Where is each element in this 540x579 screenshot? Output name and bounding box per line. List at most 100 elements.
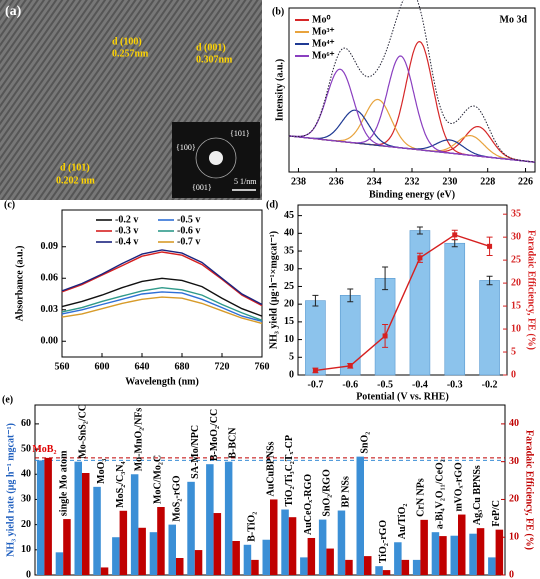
series-line	[61, 296, 263, 325]
x-tick-label: 234	[367, 176, 382, 187]
y-tick-label: 30	[511, 231, 521, 242]
legend-label: Mo⁴⁺	[312, 38, 335, 49]
y-tick-label: 25	[511, 254, 521, 265]
bar	[168, 524, 176, 575]
saed-spot	[209, 151, 223, 165]
legend-label: -0.4 v	[115, 236, 138, 247]
error-bar	[312, 294, 319, 307]
axis-label: Binding energy (eV)	[369, 189, 455, 200]
bar	[439, 536, 447, 575]
x-tick-label: 640	[135, 361, 150, 372]
series-line	[61, 291, 263, 322]
annotation: d (100)	[112, 36, 142, 47]
bar	[318, 519, 327, 575]
bar	[476, 528, 485, 575]
bar	[100, 567, 109, 575]
peak	[288, 109, 536, 163]
category-label: AuCuBPNSs	[265, 441, 276, 496]
bar	[458, 514, 466, 575]
x-tick-label: 226	[518, 176, 533, 187]
x-tick-label: -0.2	[482, 379, 498, 390]
axis-label: Faradaic Efficiency, FE (%)	[524, 430, 535, 550]
y-tick-label: 20	[509, 494, 519, 505]
bar	[495, 529, 504, 575]
y-tick-label: 20	[21, 519, 31, 530]
category-label: B-TiO₂	[246, 512, 257, 542]
fe-marker	[382, 333, 388, 339]
bar	[345, 559, 353, 575]
inset-label: {001}	[192, 183, 212, 192]
bar	[431, 532, 440, 575]
y-tick-label: 15	[284, 316, 294, 327]
category-label: MoS₂/C₃N₄	[115, 462, 126, 508]
fit-envelope	[288, 0, 536, 163]
bar	[356, 456, 364, 575]
category-label: a-Bi₄V₂O₁₁/CeO₂	[434, 459, 445, 529]
y-tick-label: 0	[26, 569, 31, 579]
axis-label: Faradaic Efficiency, FE (%)	[526, 230, 537, 350]
bar	[187, 481, 195, 575]
bar	[450, 535, 458, 575]
x-tick-label: 600	[95, 361, 110, 372]
category-label: Mo-MnO₂/NFs	[134, 408, 145, 472]
bar	[119, 510, 128, 575]
category-label: SnO₂	[359, 432, 370, 454]
bar	[82, 473, 90, 575]
category-label: BP NSs	[340, 476, 351, 508]
series-line	[61, 251, 263, 307]
fe-marker	[452, 232, 458, 238]
axis-label: Wavelength (nm)	[125, 376, 199, 387]
x-tick-label: 238	[291, 176, 306, 187]
bar	[74, 461, 82, 575]
y-tick-label: 20	[284, 298, 294, 309]
bar	[206, 464, 214, 575]
y-tick-label: 25	[284, 281, 294, 292]
y-tick-label: 60	[21, 418, 31, 429]
y-tick-label: 40	[21, 469, 31, 480]
plot-frame	[297, 204, 508, 376]
error-bar	[486, 275, 493, 286]
legend-label: Mo⁰	[312, 14, 330, 25]
category-label: B-BCN	[228, 427, 239, 459]
error-bar	[347, 288, 354, 303]
panel-label: (b)	[272, 6, 284, 17]
bar	[420, 519, 428, 575]
y-tick-label: 0.09	[41, 241, 59, 252]
bar	[382, 570, 391, 575]
category-label: AuCeOₓ-RGO	[303, 474, 314, 535]
y-tick-label: 30	[21, 494, 31, 505]
x-tick-label: 236	[329, 176, 344, 187]
bar	[63, 519, 71, 575]
bar	[281, 509, 289, 575]
bar	[176, 558, 184, 575]
fe-line	[315, 234, 490, 372]
scale-label: 5 1/nm	[234, 177, 257, 186]
bar	[36, 460, 45, 575]
y-tick-label: 0	[509, 569, 514, 579]
bar	[409, 230, 431, 376]
bar	[394, 542, 402, 575]
inset-label: {101}	[230, 129, 250, 138]
category-label: SA-Mo/NPC	[190, 425, 201, 479]
y-tick-label: 40	[284, 228, 294, 239]
legend-label: -0.5 v	[177, 214, 200, 225]
bar	[213, 513, 222, 575]
bar	[305, 300, 326, 376]
tem-panel: (a) d (100) 0.257nm d (001) 0.307nm d (1…	[0, 0, 262, 200]
category-label: single Mo atom	[58, 450, 69, 516]
fe-marker	[487, 243, 493, 249]
legend-label: -0.6 v	[177, 225, 200, 236]
category-label: TiO₂/Ti₃C₂Tₓ-CP	[284, 435, 295, 507]
chart-title: Mo 3d	[500, 14, 528, 25]
fe-marker	[347, 363, 353, 369]
bar	[307, 537, 316, 575]
bar	[194, 550, 203, 575]
bar	[112, 537, 120, 575]
bar	[300, 557, 308, 575]
category-label: Au/TiO₂	[397, 504, 408, 540]
y-tick-label: 15	[511, 300, 521, 311]
bar	[44, 457, 52, 575]
axis-label: NH₃ yield (μg·h⁻¹×mgcat⁻¹)	[268, 231, 279, 349]
y-tick-label: 0	[289, 369, 294, 380]
axis-label: Absorbance (a.u.)	[14, 246, 25, 322]
